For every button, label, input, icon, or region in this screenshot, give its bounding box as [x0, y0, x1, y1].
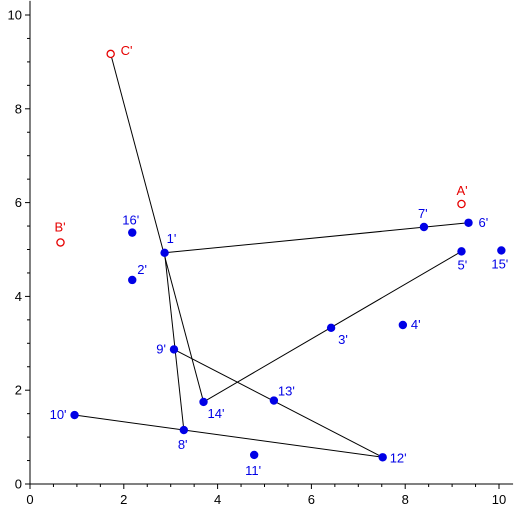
reference-point-label: B': [54, 219, 65, 234]
data-point: [419, 222, 429, 232]
data-point: [326, 323, 336, 333]
axes: 0 2 4 6 8 10 0 2 4 6 8 10: [8, 0, 514, 507]
point-label: 13': [278, 384, 295, 399]
connector-line: [164, 222, 469, 254]
x-tick-label: 8: [402, 492, 409, 507]
point-label: 12': [390, 450, 407, 465]
point-label: 14': [208, 406, 225, 421]
data-point: [128, 228, 137, 237]
connecting-lines: [74, 53, 469, 458]
data-point: [398, 320, 408, 330]
y-tick-label: 0: [15, 477, 22, 492]
point-label: 10': [50, 407, 67, 422]
y-tick-label: 2: [15, 383, 22, 398]
data-point: [128, 275, 137, 285]
reference-point: [106, 49, 115, 59]
x-tick-label: 2: [120, 492, 127, 507]
point-label: 2': [137, 262, 147, 277]
point-label: 6': [479, 215, 489, 230]
point-label: 9': [156, 341, 166, 356]
data-point: [464, 218, 473, 227]
x-tick-label: 0: [26, 492, 33, 507]
point-label: 15': [491, 256, 508, 271]
connector-line: [173, 348, 383, 458]
reference-point: [457, 199, 466, 209]
point-label: 11': [245, 463, 261, 478]
data-point: [269, 396, 279, 405]
data-point: [70, 410, 79, 420]
point-label: 16': [122, 213, 139, 228]
x-tick-label: 4: [214, 492, 221, 507]
connector-line: [74, 414, 383, 458]
x-tick-label: 6: [308, 492, 315, 507]
data-point: [169, 345, 179, 354]
data-point: [160, 248, 169, 257]
data-point: [378, 453, 387, 462]
data-point: [497, 246, 506, 255]
connector-line: [110, 53, 205, 403]
data-points: [56, 49, 506, 462]
y-tick-label: 4: [15, 289, 22, 304]
reference-point-label: A': [456, 183, 467, 198]
point-label: 5': [457, 257, 467, 272]
point-label: 7': [418, 206, 428, 221]
point-labels: 1' 2' 3' 4' 5' 6' 7' 8' 9' 10' 11' 12' 13' 14' 15' 16' A…: [50, 43, 509, 478]
data-point: [457, 247, 466, 256]
data-point: [179, 425, 189, 435]
point-label: 1': [167, 231, 177, 246]
point-label: 3': [338, 332, 348, 347]
x-tick-label: 10: [492, 492, 506, 507]
point-label: 4': [411, 317, 421, 332]
data-point: [249, 450, 259, 460]
y-tick-label: 8: [15, 101, 22, 116]
point-label: 8': [178, 437, 188, 452]
connector-line: [164, 252, 185, 431]
reference-point-label: C': [121, 43, 133, 58]
y-tick-label: 10: [8, 8, 22, 23]
y-tick-label: 6: [15, 195, 22, 210]
data-point: [199, 397, 208, 407]
reference-point: [56, 238, 65, 247]
